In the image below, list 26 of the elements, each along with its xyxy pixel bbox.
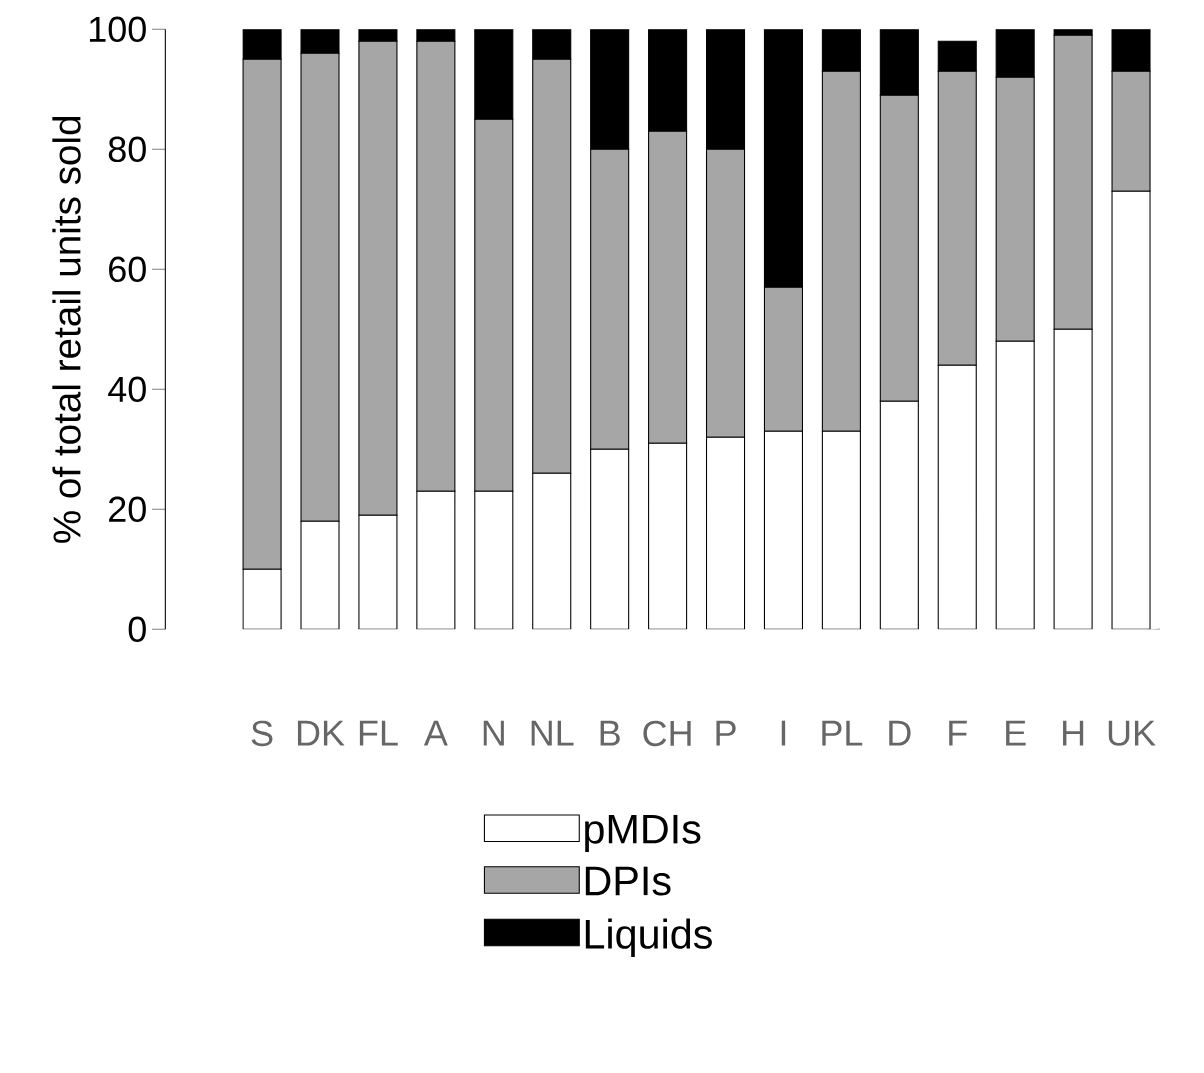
legend-label: Liquids (585, 918, 712, 957)
x-tick-label: PL (822, 720, 863, 746)
x-tick-label: DK (297, 720, 345, 746)
x-tick-label: FL (359, 720, 398, 746)
x-tick-label: UK (1108, 720, 1156, 746)
x-tick-label: P (716, 720, 736, 746)
x-tick-label: NL (531, 720, 574, 746)
x-tick-label: E (1006, 720, 1026, 746)
legend-label: DPIs (585, 866, 671, 896)
legend-label: pMDIs (585, 814, 701, 852)
y-tick-label: 20 (109, 496, 146, 522)
y-tick-label: 100 (89, 16, 146, 42)
y-axis-title: % of total retail units sold (52, 116, 81, 543)
y-tick-label: 60 (109, 256, 146, 282)
x-tick-label: A (423, 720, 448, 746)
x-tick-label: F (949, 720, 967, 746)
x-tick-label: D (889, 720, 911, 746)
x-tick-label: S (251, 720, 273, 747)
x-tick-label: B (600, 720, 620, 746)
x-tick-label: N (483, 720, 504, 746)
x-tick-label: I (781, 720, 786, 746)
x-tick-label: CH (643, 720, 691, 747)
x-tick-label: H (1063, 720, 1084, 746)
y-tick-label: 40 (108, 376, 146, 402)
y-tick-label: 80 (108, 136, 146, 162)
y-tick-label: 0 (128, 616, 146, 642)
